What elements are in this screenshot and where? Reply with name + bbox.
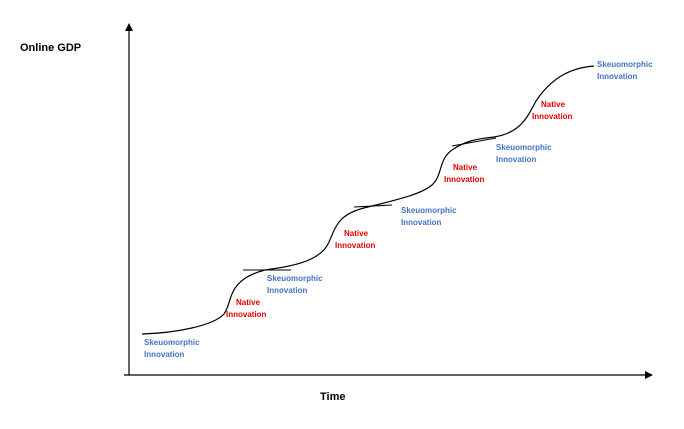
stage-label-line1: Native [344,229,369,238]
stage-label-skeuomorphic: Skeuomorphic Innovation [597,60,653,81]
stage-label-line2: Innovation [401,218,442,227]
tangent-mark [451,137,497,147]
stage-label-line1: Skeuomorphic [597,60,653,69]
stage-label-line2: Innovation [144,350,185,359]
stage-label-line2: Innovation [496,155,537,164]
growth-curve [141,65,595,335]
stage-label-line2: Innovation [597,72,638,81]
stage-label-line2: Innovation [532,112,573,121]
stage-label-native: Native Innovation [444,163,485,184]
stage-label-line2: Innovation [226,310,267,319]
stage-label-native: Native Innovation [532,100,573,121]
stage-label-line1: Skeuomorphic [401,206,457,215]
stage-label-line1: Skeuomorphic [144,338,200,347]
stage-label-line2: Innovation [444,175,485,184]
y-axis-label: Online GDP [20,42,81,54]
stage-label-native: Native Innovation [335,229,376,250]
stage-label-line1: Native [541,100,566,109]
stage-label-line1: Native [236,298,261,307]
x-axis-label: Time [320,391,345,403]
stage-label-skeuomorphic: Skeuomorphic Innovation [144,338,200,359]
stage-label-skeuomorphic: Skeuomorphic Innovation [496,143,552,164]
tangent-mark [353,204,393,208]
stage-label-skeuomorphic: Skeuomorphic Innovation [267,274,323,295]
stage-label-line1: Skeuomorphic [267,274,323,283]
stage-label-line2: Innovation [267,286,308,295]
stage-label-line2: Innovation [335,241,376,250]
stage-label-native: Native Innovation [226,298,267,319]
stage-label-line1: Native [453,163,478,172]
stage-label-line1: Skeuomorphic [496,143,552,152]
stage-label-skeuomorphic: Skeuomorphic Innovation [401,206,457,227]
